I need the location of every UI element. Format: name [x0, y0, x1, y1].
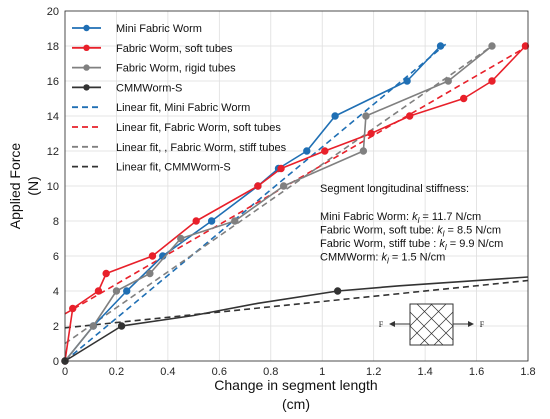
y-tick-label-1: 2	[53, 321, 59, 333]
segment-hatch	[409, 303, 454, 346]
series-0-point-9	[403, 77, 411, 85]
series-1-point-8	[321, 147, 329, 155]
series-1-point-13	[521, 42, 530, 50]
x-tick-label-4: 0.8	[263, 366, 278, 378]
y-tick-label-5: 10	[47, 181, 59, 193]
series-2-point-3	[146, 269, 154, 278]
left-force-label: F	[379, 320, 384, 329]
series-2-point-8	[362, 112, 370, 120]
series-0-point-7	[303, 147, 311, 155]
series-1-point-12	[488, 77, 496, 85]
y-tick-label-2: 4	[53, 286, 59, 298]
y-axis-label-line1: Applied Force	[7, 143, 23, 230]
legend: Mini Fabric Worm Fabric Worm, soft tubes F…	[72, 23, 287, 174]
series-line-6	[64, 45, 493, 345]
series-2-point-6	[279, 182, 288, 190]
series-1-point-3	[102, 269, 110, 278]
legend-label-4: Linear fit, Mini Fabric Worm	[116, 102, 250, 114]
legend-label-3: CMMWorm-S	[116, 82, 182, 94]
series-1-point-1	[69, 304, 77, 313]
series-line-4	[64, 43, 447, 362]
series-1-point-6	[254, 182, 262, 190]
series-layer	[61, 42, 530, 365]
legend-label-0: Mini Fabric Worm	[116, 23, 202, 35]
series-0-point-10	[436, 42, 445, 50]
legend-label-7: Linear fit, CMMWorm-S	[116, 162, 231, 174]
series-2-point-10	[488, 42, 496, 50]
y-tick-label-0: 0	[53, 356, 59, 368]
legend-label-1: Fabric Worm, soft tubes	[116, 43, 233, 55]
x-tick-label-5: 1	[319, 366, 325, 378]
series-line-7	[64, 279, 529, 329]
y-tick-label-6: 12	[47, 146, 59, 158]
x-tick-label-7: 1.4	[417, 366, 432, 378]
series-0-point-4	[207, 217, 216, 225]
legend-marker-0	[83, 24, 90, 32]
y-tick-labels: 0 2 4 6 8 10 12 14 16 18 20	[47, 6, 59, 368]
y-tick-label-8: 16	[47, 76, 59, 88]
annotation-line-0: Mini Fabric Worm: kl = 11.7 N/cm	[320, 211, 481, 225]
force-diagram-icon: F F	[379, 303, 485, 346]
series-2-point-7	[359, 147, 368, 155]
x-tick-label-9: 1.8	[520, 366, 535, 378]
series-2-point-1	[89, 322, 97, 330]
y-tick-label-9: 18	[47, 41, 59, 53]
legend-marker-1	[83, 44, 90, 51]
x-tick-label-8: 1.6	[469, 366, 484, 378]
x-axis-label-line2: (cm)	[282, 396, 310, 412]
y-axis-label-line2: (N)	[25, 176, 41, 195]
plot-frame	[64, 10, 529, 362]
x-tick-label-1: 0.2	[109, 366, 124, 378]
x-tick-label-2: 0.4	[160, 366, 175, 378]
x-tick-label-0: 0	[62, 366, 68, 378]
right-arrowhead	[468, 321, 474, 327]
series-1-point-10	[405, 112, 414, 120]
y-tick-label-3: 6	[53, 251, 59, 263]
y-tick-label-7: 14	[47, 111, 59, 123]
series-1-point-9	[367, 129, 375, 138]
x-axis-label-line1: Change in segment length	[214, 377, 377, 393]
stiffness-annotation: Segment longitudinal stiffness: Mini Fabr…	[320, 183, 503, 266]
right-force-label: F	[480, 320, 485, 329]
series-2-point-2	[112, 287, 121, 295]
series-1-point-4	[148, 252, 157, 260]
legend-label-5: Linear fit, Fabric Worm, soft tubes	[116, 122, 281, 134]
x-tick-label-6: 1.2	[366, 366, 381, 378]
series-1-point-5	[192, 217, 200, 225]
annotation-title: Segment longitudinal stiffness:	[320, 183, 469, 195]
y-axis-label: Applied Force (N)	[7, 143, 41, 230]
legend-label-2: Fabric Worm, rigid tubes	[116, 63, 236, 75]
legend-marker-2	[83, 64, 90, 71]
series-2-point-4	[177, 234, 185, 243]
y-tick-label-10: 20	[47, 6, 59, 18]
legend-label-6: Linear fit, , Fabric Worm, stiff tubes	[116, 142, 287, 154]
segment-box	[409, 303, 454, 346]
series-2-point-9	[444, 77, 452, 85]
left-arrowhead	[389, 321, 395, 327]
series-0-point-8	[331, 112, 339, 120]
annotation-line-1: Fabric Worm, soft tube: kl = 8.5 N/cm	[320, 225, 501, 239]
series-line-5	[64, 45, 529, 315]
series-1-point-7	[277, 164, 285, 173]
series-line-3	[64, 276, 529, 362]
series-3-point-4	[333, 287, 342, 295]
annotation-line-2: Fabric Worm, stiff tube : kl = 9.9 N/cm	[320, 238, 503, 252]
annotation-line-3: CMMWorm: kl = 1.5 N/cm	[320, 252, 445, 266]
series-1-point-11	[459, 94, 468, 103]
y-tick-label-4: 8	[53, 216, 59, 228]
series-0-point-2	[123, 287, 131, 295]
series-3-point-1	[117, 322, 126, 330]
series-1-point-2	[94, 287, 103, 295]
series-2-point-5	[231, 217, 239, 225]
x-tick-labels: 0 0.2 0.4 0.6 0.8 1 1.2 1.4 1.6 1.8	[62, 366, 536, 378]
legend-marker-3	[83, 84, 90, 91]
x-tick-label-3: 0.6	[212, 366, 227, 378]
